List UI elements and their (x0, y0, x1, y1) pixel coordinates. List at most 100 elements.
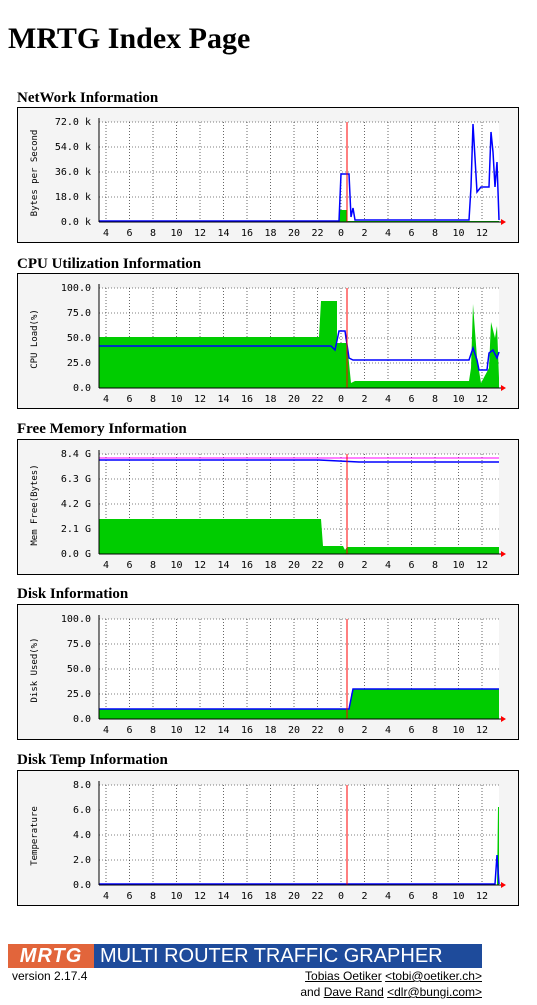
disk-graph[interactable]: 100.0 75.0 50.0 25.0 0.0 4 6 8 10 12 14 16 18 20 22 0 2… (17, 604, 519, 740)
x-tick-label: 6 (408, 560, 414, 571)
x-tick-label: 18 (264, 891, 276, 902)
x-tick-label: 12 (476, 725, 488, 736)
x-tick-label: 4 (385, 394, 391, 405)
x-tick-label: 16 (241, 228, 253, 239)
y-tick-label: 18.0 k (55, 192, 91, 203)
series-in-area (99, 519, 499, 554)
version-text: version 2.17.4 (12, 969, 88, 983)
x-tick-label: 4 (103, 560, 109, 571)
y-tick-label: 0.0 (73, 714, 91, 725)
series-out-line (99, 459, 499, 463)
graph-series (98, 781, 506, 888)
y-tick-label: 8.0 (73, 780, 91, 791)
x-tick-label: 4 (103, 725, 109, 736)
x-tick-label: 2 (361, 228, 367, 239)
x-tick-label: 12 (194, 725, 206, 736)
x-tick-label: 10 (170, 560, 182, 571)
x-tick-label: 4 (103, 394, 109, 405)
section-title-memory: Free Memory Information (17, 421, 187, 437)
x-tick-label: 12 (476, 560, 488, 571)
graph-y-ticks: 8.4 G 6.3 G 4.2 G 2.1 G 0.0 G (61, 449, 91, 560)
graph-series (98, 615, 506, 722)
x-tick-label: 18 (264, 394, 276, 405)
disk-temp-graph[interactable]: 8.0 6.0 4.0 2.0 0.0 4 6 8 10 12 14 16 18 20 22 0 2 4 6 8 10… (17, 770, 519, 906)
x-tick-label: 10 (452, 891, 464, 902)
x-tick-label: 8 (432, 891, 438, 902)
graph-y-ticks: 8.0 6.0 4.0 2.0 0.0 (73, 780, 91, 891)
graph-x-ticks: 4 6 8 10 12 14 16 18 20 22 0 2 4 6 8 10 12 (103, 891, 488, 902)
memory-graph[interactable]: 8.4 G 6.3 G 4.2 G 2.1 G 0.0 G 4 6 8 10 12 14 16 18 2… (17, 439, 519, 575)
y-tick-label: 0.0 (73, 880, 91, 891)
x-tick-label: 4 (103, 891, 109, 902)
y-tick-label: 2.0 (73, 855, 91, 866)
x-tick-label: 8 (432, 394, 438, 405)
axis-arrow (501, 551, 506, 557)
author1-link[interactable]: Tobias Oetiker (305, 969, 382, 983)
network-graph[interactable]: 72.0 k 54.0 k 36.0 k 18.0 k 0.0 k 4 6 8 10 12 14 1… (17, 107, 519, 243)
x-tick-label: 20 (288, 394, 300, 405)
x-tick-label: 6 (408, 891, 414, 902)
x-tick-label: 2 (361, 560, 367, 571)
section-title-cpu: CPU Utilization Information (17, 256, 202, 272)
x-tick-label: 6 (126, 228, 132, 239)
y-tick-label: 50.0 (67, 333, 91, 344)
x-tick-label: 20 (288, 725, 300, 736)
y-tick-label: 100.0 (61, 614, 91, 625)
y-tick-label: 100.0 (61, 283, 91, 294)
x-tick-label: 22 (311, 228, 323, 239)
x-tick-label: 6 (126, 560, 132, 571)
x-tick-label: 20 (288, 891, 300, 902)
y-tick-label: 0.0 (73, 383, 91, 394)
x-tick-label: 4 (385, 560, 391, 571)
x-tick-label: 14 (217, 394, 229, 405)
y-tick-label: 25.0 (67, 689, 91, 700)
mrtg-banner[interactable]: MRTG MULTI ROUTER TRAFFIC GRAPHER (8, 944, 482, 968)
author1-email-link[interactable]: <tobi@oetiker.ch> (385, 969, 482, 983)
x-tick-label: 8 (150, 394, 156, 405)
x-tick-label: 16 (241, 725, 253, 736)
x-tick-label: 6 (126, 891, 132, 902)
x-tick-label: 8 (150, 725, 156, 736)
series-in-area (99, 689, 499, 719)
x-tick-label: 10 (452, 725, 464, 736)
x-tick-label: 18 (264, 228, 276, 239)
graph-y-ticks: 100.0 75.0 50.0 25.0 0.0 (61, 614, 91, 725)
x-tick-label: 14 (217, 725, 229, 736)
section-title-network: NetWork Information (17, 90, 159, 106)
y-tick-label: 0.0 G (61, 549, 91, 560)
page-title: MRTG Index Page (8, 22, 251, 55)
x-tick-label: 22 (311, 891, 323, 902)
x-tick-label: 12 (194, 228, 206, 239)
graph-y-label: CPU Load(%) (30, 309, 40, 369)
graph-grid (99, 784, 499, 886)
graph-y-label: Mem Free(Bytes) (30, 464, 40, 545)
x-tick-label: 22 (311, 725, 323, 736)
graph-y-ticks: 100.0 75.0 50.0 25.0 0.0 (61, 283, 91, 394)
x-tick-label: 18 (264, 560, 276, 571)
graph-y-label: Bytes per Second (30, 130, 40, 217)
y-tick-label: 72.0 k (55, 117, 91, 128)
series-out-line (99, 330, 500, 371)
x-tick-label: 6 (126, 725, 132, 736)
author2-email-link[interactable]: <dlr@bungi.com> (387, 985, 482, 999)
graph-x-ticks: 4 6 8 10 12 14 16 18 20 22 0 2 4 6 8 10 12 (103, 228, 488, 239)
x-tick-label: 10 (452, 228, 464, 239)
x-tick-label: 2 (361, 891, 367, 902)
cpu-graph[interactable]: 100.0 75.0 50.0 25.0 0.0 4 6 8 10 12 14 16 18 20 22 0 2… (17, 273, 519, 409)
x-tick-label: 8 (150, 560, 156, 571)
y-tick-label: 6.0 (73, 805, 91, 816)
x-tick-label: 12 (194, 560, 206, 571)
y-tick-label: 54.0 k (55, 142, 91, 153)
graph-x-ticks: 4 6 8 10 12 14 16 18 20 22 0 2 4 6 8 10 12 (103, 394, 488, 405)
x-tick-label: 0 (338, 560, 344, 571)
author2-link[interactable]: Dave Rand (323, 985, 384, 999)
y-tick-label: 2.1 G (61, 524, 91, 535)
series-out-line (99, 854, 500, 885)
x-tick-label: 10 (170, 228, 182, 239)
x-tick-label: 12 (194, 394, 206, 405)
graph-series (98, 450, 506, 557)
x-tick-label: 0 (338, 228, 344, 239)
x-tick-label: 12 (476, 891, 488, 902)
x-tick-label: 10 (170, 725, 182, 736)
x-tick-label: 2 (361, 394, 367, 405)
